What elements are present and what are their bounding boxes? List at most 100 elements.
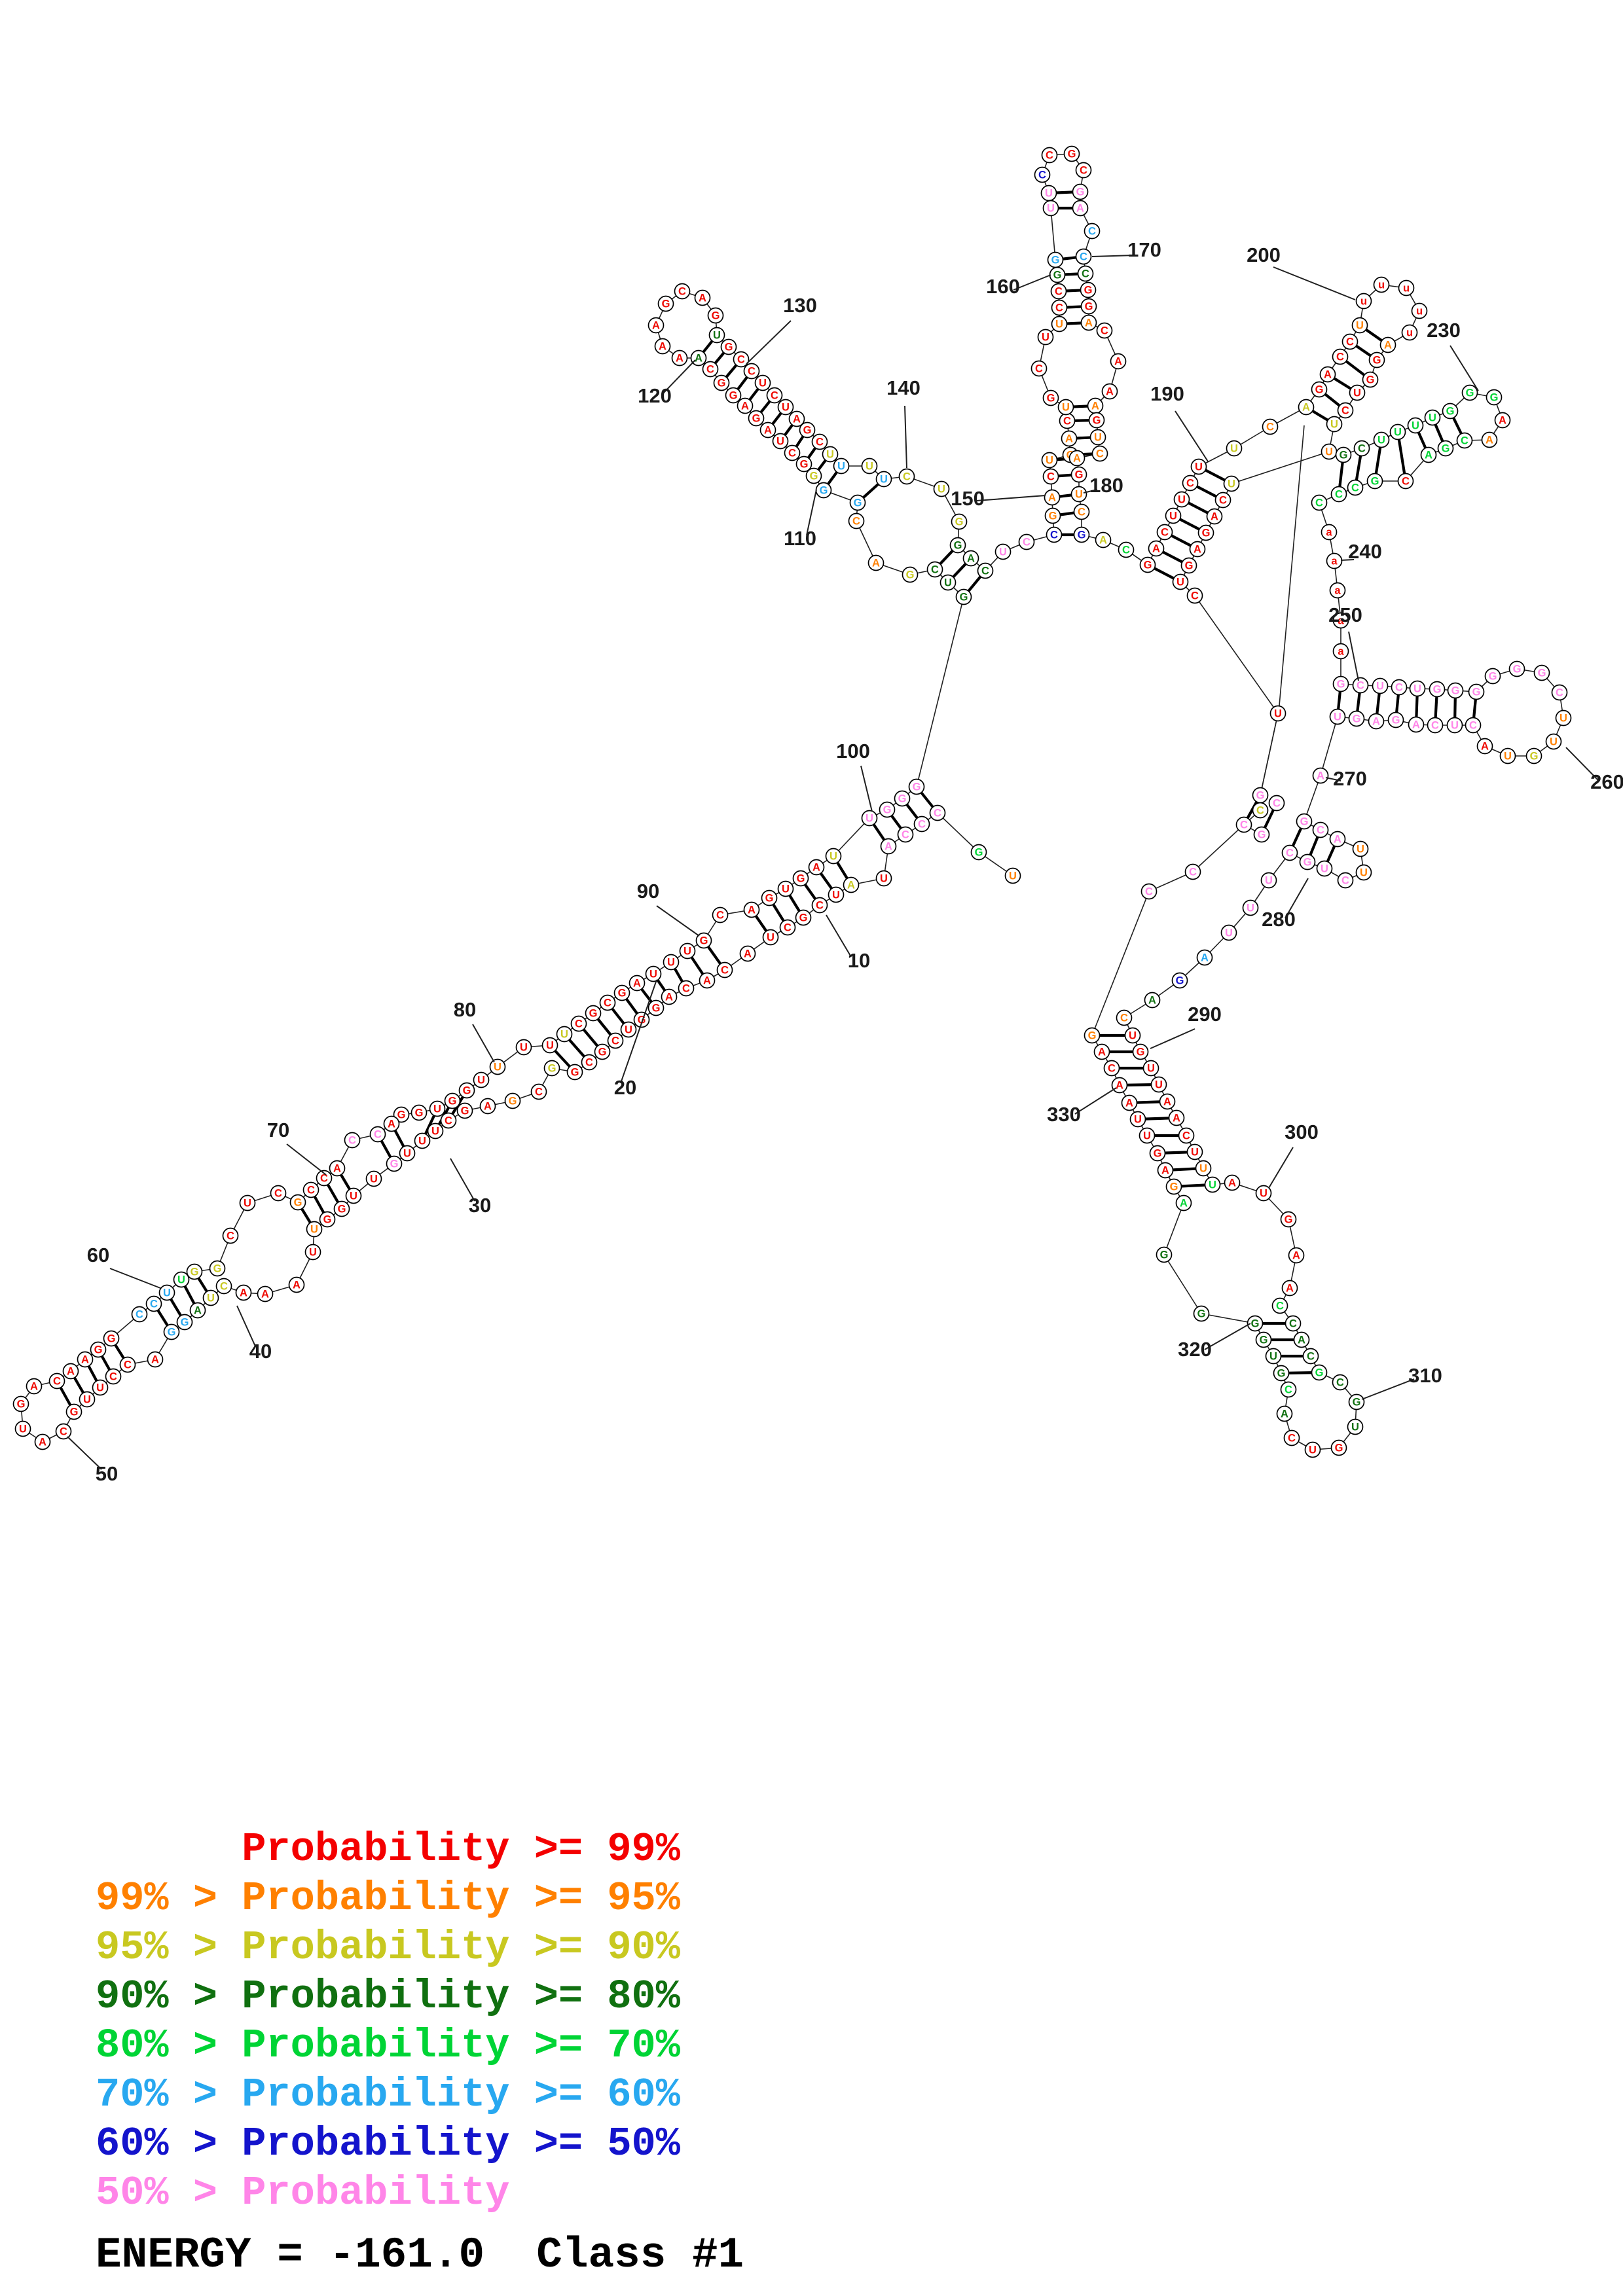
nucleotide-letter: G <box>397 1109 406 1121</box>
nucleotide-circle <box>1156 524 1173 541</box>
nucleotide-letter: U <box>1155 1079 1163 1091</box>
nucleotide-circle <box>456 1102 473 1119</box>
nucleotide-circle <box>429 1100 446 1117</box>
nucleotide-circle <box>1411 302 1428 319</box>
nucleotide-circle <box>1075 162 1092 179</box>
nucleotide-circle <box>1223 475 1240 492</box>
nucleotide-letter: U <box>1309 1444 1317 1456</box>
nucleotide-circle <box>1235 816 1252 833</box>
nucleotide-circle <box>902 566 919 583</box>
nucleotide-letter: A <box>484 1101 492 1113</box>
nucleotide-letter: G <box>718 378 726 389</box>
nucleotide-circle <box>1373 276 1390 293</box>
nucleotide-letter: U <box>782 884 790 895</box>
nucleotide-letter: U <box>1559 713 1567 725</box>
nucleotide-circle <box>1144 992 1161 1009</box>
nucleotide-circle <box>1312 821 1329 838</box>
nucleotide-letter: G <box>1513 664 1522 675</box>
nucleotide-circle <box>1184 863 1201 880</box>
nucleotide-letter: A <box>1425 450 1432 461</box>
nucleotide-letter: C <box>816 900 824 912</box>
nucleotide-circle <box>955 588 972 605</box>
nucleotide-letter: U <box>1134 1114 1142 1126</box>
nucleotide-circle <box>1042 389 1059 406</box>
nucleotide-letter: A <box>81 1354 89 1366</box>
nucleotide-letter: U <box>163 1287 171 1299</box>
nucleotide-circle <box>720 338 737 355</box>
nucleotide-circle <box>725 387 742 404</box>
nucleotide-circle <box>1280 1381 1297 1398</box>
nucleotide-letter: U <box>1062 402 1070 414</box>
nucleotide-circle <box>1265 1348 1282 1365</box>
nucleotide-circle <box>1186 587 1203 604</box>
position-label: 260 <box>1590 770 1623 793</box>
nucleotide-letter: G <box>820 485 828 497</box>
nucleotide-circle <box>913 816 930 833</box>
nucleotide-circle <box>1326 552 1343 569</box>
nucleotide-letter: U <box>310 1224 318 1236</box>
nucleotide-letter: a <box>1334 585 1341 597</box>
nucleotide-circle <box>629 975 646 992</box>
nucleotide-letter: C <box>1101 325 1108 337</box>
nucleotide-circle <box>1332 675 1349 692</box>
nucleotide-circle <box>1220 924 1237 941</box>
nucleotide-letter: A <box>1065 433 1073 445</box>
backbone-segment <box>1320 716 1338 776</box>
nucleotide-letter: A <box>665 992 673 1003</box>
nucleotide-letter: C <box>1315 497 1323 509</box>
label-tick <box>746 320 792 365</box>
nucleotide-letter: G <box>1197 1308 1206 1320</box>
energy-line: ENERGY = -161.0 Class #1 <box>96 2231 744 2280</box>
nucleotide-letter: C <box>852 516 860 528</box>
backbone-segment <box>1163 1254 1202 1314</box>
nucleotide-circle <box>1341 333 1359 350</box>
nucleotide-letter: G <box>94 1344 103 1356</box>
nucleotide-circle <box>202 1289 219 1306</box>
nucleotide-circle <box>1298 399 1315 416</box>
label-tick <box>1150 1028 1195 1049</box>
position-label: 320 <box>1178 1338 1212 1361</box>
nucleotide-letter: C <box>678 286 686 298</box>
label-tick <box>1348 631 1359 681</box>
nucleotide-letter: C <box>1469 720 1477 732</box>
nucleotide-letter: A <box>676 353 684 365</box>
nucleotide-circle <box>1387 711 1404 728</box>
position-label: 160 <box>986 275 1020 298</box>
nucleotide-circle <box>479 1098 496 1115</box>
nucleotide-letter: A <box>1298 1335 1305 1346</box>
label-tick <box>662 359 696 395</box>
nucleotide-letter: G <box>752 413 761 425</box>
nucleotide-circle <box>645 965 662 982</box>
nucleotide-circle <box>1073 526 1090 543</box>
nucleotide-circle <box>1260 872 1277 889</box>
nucleotide-circle <box>897 826 914 843</box>
nucleotide-circle <box>222 1227 239 1244</box>
nucleotide-circle <box>1335 446 1352 463</box>
nucleotide-circle <box>1299 853 1316 870</box>
nucleotide-circle <box>894 790 911 807</box>
nucleotide-circle <box>1034 166 1051 183</box>
nucleotide-circle <box>1316 860 1333 877</box>
nucleotide-letter: C <box>53 1376 61 1388</box>
position-label: 10 <box>848 949 870 972</box>
nucleotide-circle <box>1156 1246 1173 1263</box>
nucleotide-letter: G <box>975 847 983 859</box>
nucleotide-circle <box>748 410 765 427</box>
nucleotide-circle <box>570 1015 587 1032</box>
nucleotide-circle <box>712 906 729 924</box>
nucleotide-letter: A <box>1372 716 1380 728</box>
nucleotide-circle <box>880 838 897 855</box>
nucleotide-letter: A <box>741 401 749 412</box>
nucleotide-circle <box>530 1083 547 1100</box>
nucleotide-circle <box>708 327 725 344</box>
nucleotide-circle <box>694 289 711 306</box>
label-tick <box>472 1024 495 1063</box>
nucleotide-circle <box>55 1423 72 1440</box>
position-label: 300 <box>1285 1121 1319 1143</box>
nucleotide-letter: G <box>954 540 962 552</box>
nucleotide-circle <box>1302 1348 1319 1365</box>
nucleotide-circle <box>1332 643 1349 660</box>
nucleotide-letter: A <box>1194 544 1201 556</box>
nucleotide-letter: A <box>967 553 975 565</box>
legend-line: 95% > Probability >= 90% <box>96 1924 680 1971</box>
